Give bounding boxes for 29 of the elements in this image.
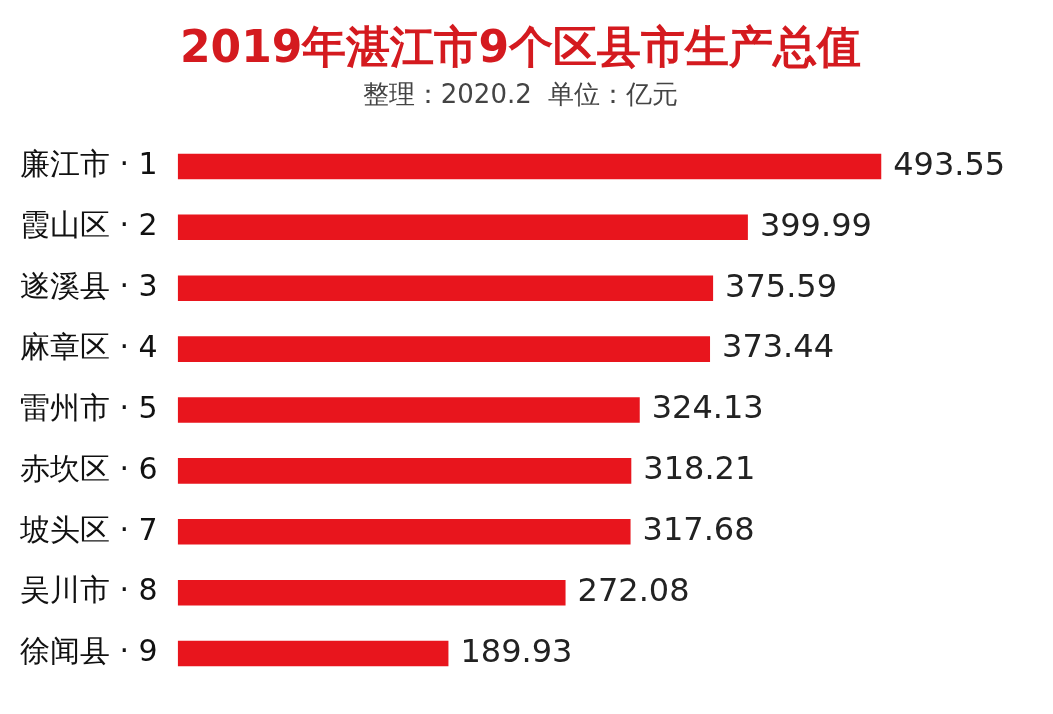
data-label: 399.99 (759, 205, 872, 244)
bar (177, 640, 449, 667)
data-label: 317.68 (642, 510, 755, 549)
data-label: 324.13 (651, 388, 764, 427)
data-label: 373.44 (722, 327, 835, 366)
data-label: 375.59 (725, 266, 838, 305)
y-tick-label: 徐闻县 · 9 (19, 633, 158, 669)
data-label: 272.08 (577, 570, 690, 609)
bar (177, 153, 882, 180)
y-tick-label: 廉江市 · 1 (19, 146, 158, 182)
chart-title: 2019年湛江市9个区县市生产总值 (179, 20, 862, 72)
bar (177, 336, 711, 362)
bar (177, 518, 631, 545)
y-tick-label: 赤坎区 · 6 (19, 450, 158, 486)
bar (177, 275, 714, 302)
y-tick-label: 霞山区 · 2 (19, 207, 158, 243)
y-tick-label: 雷州市 · 5 (19, 389, 158, 425)
data-label: 318.21 (643, 449, 756, 488)
y-tick-label: 吴川市 · 8 (19, 572, 158, 608)
bar (177, 397, 640, 423)
bar (177, 458, 632, 484)
bar (177, 579, 566, 606)
data-label: 189.93 (460, 631, 573, 670)
chart-subtitle: 整理：2020.2 单位：亿元 (362, 79, 679, 110)
y-tick-label: 遂溪县 · 3 (19, 268, 158, 304)
bar (177, 214, 748, 241)
data-label: 493.55 (893, 144, 1006, 183)
y-tick-label: 坡头区 · 7 (18, 511, 158, 547)
y-tick-label: 麻章区 · 4 (19, 328, 158, 364)
